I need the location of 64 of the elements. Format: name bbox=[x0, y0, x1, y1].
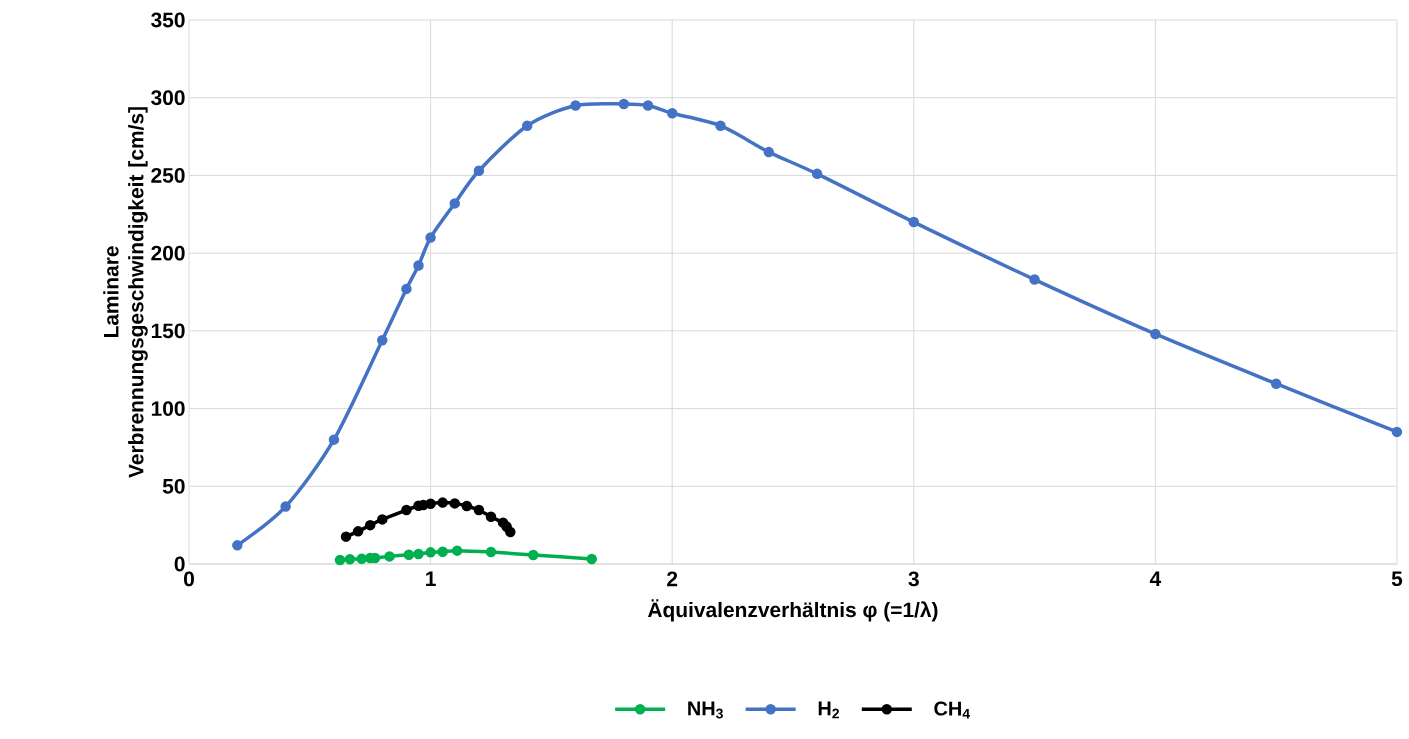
point bbox=[352, 526, 364, 537]
point bbox=[908, 216, 920, 228]
point bbox=[449, 198, 460, 209]
point bbox=[715, 120, 726, 131]
point bbox=[413, 548, 424, 560]
point bbox=[403, 549, 415, 560]
point bbox=[1150, 328, 1161, 340]
x-tick-label: 5 bbox=[1391, 571, 1403, 587]
point bbox=[449, 498, 460, 509]
point bbox=[425, 232, 436, 243]
point bbox=[473, 165, 485, 177]
x-tick-label: 2 bbox=[667, 571, 678, 587]
point bbox=[485, 511, 497, 522]
point bbox=[364, 519, 376, 531]
point bbox=[437, 497, 448, 508]
point bbox=[401, 283, 412, 295]
point bbox=[461, 500, 473, 512]
point bbox=[505, 526, 516, 538]
y-tick-label: 250 bbox=[151, 168, 185, 183]
point bbox=[485, 546, 497, 558]
point bbox=[328, 434, 340, 445]
point bbox=[521, 120, 533, 131]
point bbox=[340, 531, 352, 542]
point bbox=[473, 504, 485, 516]
point bbox=[666, 108, 678, 119]
y-tick-label: 200 bbox=[151, 245, 185, 261]
point bbox=[413, 260, 424, 271]
y-axis-title: Laminare Verbrennungsgeschwindigkeit [cm/s] bbox=[103, 107, 148, 478]
point bbox=[377, 334, 388, 346]
x-tick-label: 4 bbox=[1149, 571, 1162, 586]
point bbox=[280, 501, 291, 512]
point bbox=[401, 504, 412, 516]
y-tick-label: 0 bbox=[174, 556, 185, 572]
point bbox=[642, 100, 654, 111]
point bbox=[586, 553, 597, 565]
point bbox=[811, 168, 823, 180]
point bbox=[232, 540, 243, 551]
point bbox=[384, 551, 395, 562]
point bbox=[437, 546, 448, 557]
point bbox=[356, 553, 367, 564]
y-tick-label: 50 bbox=[162, 478, 185, 494]
point bbox=[344, 554, 356, 565]
y-tick-label: 350 bbox=[151, 12, 185, 28]
point bbox=[570, 100, 581, 111]
point bbox=[1029, 274, 1040, 285]
point bbox=[425, 547, 436, 558]
y-tick-label: 150 bbox=[151, 323, 185, 339]
point bbox=[425, 498, 436, 509]
legend-label: CH$_{4}$ bbox=[934, 701, 970, 719]
legend-label: H$_{2}$ bbox=[818, 701, 839, 719]
point bbox=[763, 146, 775, 158]
legend-label: NH$_{3}$ bbox=[688, 701, 723, 719]
point bbox=[528, 549, 539, 561]
x-axis-title: Äquivalenzverhältnis φ (=1/λ) bbox=[647, 599, 938, 622]
point bbox=[1270, 378, 1282, 389]
point bbox=[334, 554, 346, 566]
x-tick-label: 3 bbox=[908, 571, 919, 587]
point bbox=[618, 98, 630, 110]
point bbox=[451, 545, 463, 556]
x-tick-label: 1 bbox=[426, 571, 436, 586]
y-tick-label: 300 bbox=[151, 90, 185, 106]
point bbox=[377, 514, 388, 525]
y-tick-label: 100 bbox=[151, 401, 185, 416]
point bbox=[1391, 426, 1403, 438]
